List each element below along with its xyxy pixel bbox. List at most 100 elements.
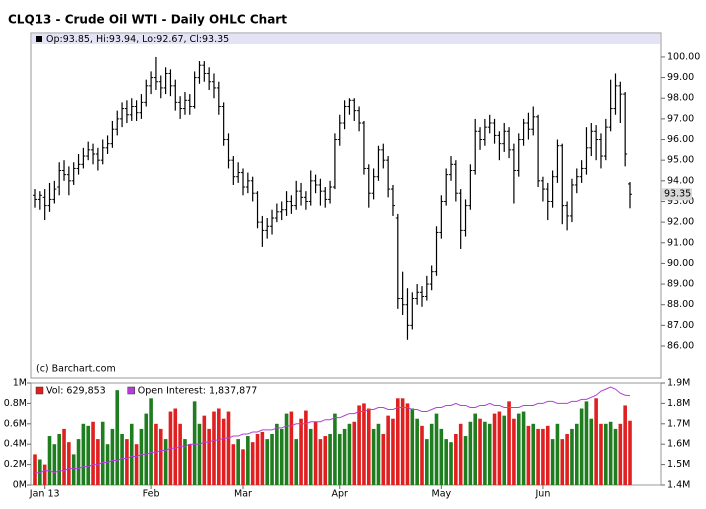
volume-bar [512, 418, 516, 485]
volume-bar [217, 408, 221, 485]
volume-bar [105, 444, 110, 485]
volume-bar [429, 423, 434, 485]
volume-bar [284, 413, 289, 485]
y2-tick-label: 1.6M [667, 439, 690, 450]
y2-tick-label: 1.7M [667, 418, 690, 429]
volume-bar [76, 439, 81, 485]
volume-bar [33, 454, 37, 485]
volume-bar [299, 418, 303, 485]
volume-bar [42, 464, 47, 485]
y2-tick-label: 1.4M [667, 480, 690, 491]
volume-bar [207, 428, 211, 485]
volume-bar [400, 398, 405, 485]
volume-bar [371, 428, 376, 485]
volume-bar [599, 423, 603, 485]
y-tick-label: 89.00 [667, 279, 694, 290]
volume-bar [526, 425, 531, 485]
volume-bar [47, 436, 52, 485]
volume-bar [231, 444, 236, 485]
volume-bar [197, 423, 202, 485]
volume-bar [154, 423, 158, 485]
volume-bar [584, 401, 589, 485]
volume-bar [71, 454, 76, 485]
volume-bar [425, 439, 429, 485]
volume-bar [313, 421, 318, 485]
ohlc-header: Op:93.85, Hi:93.94, Lo:92.67, Cl:93.35 [46, 34, 229, 45]
volume-bar [604, 423, 608, 485]
y-tick-label: 93.00 [667, 196, 694, 207]
volume-bar [439, 428, 444, 485]
volume-bar [405, 403, 410, 485]
volume-bar [96, 439, 100, 485]
volume-bar [468, 421, 473, 485]
volume-bar [420, 425, 424, 485]
y-tick-label: 0.4M [4, 439, 27, 450]
volume-bar [623, 405, 627, 485]
volume-bar [144, 413, 149, 485]
volume-bar [62, 428, 66, 485]
volume-bar [396, 398, 400, 485]
volume-bar [507, 401, 511, 485]
legend-swatch [35, 386, 44, 395]
volume-bar [362, 403, 366, 485]
volume-bar [497, 411, 502, 485]
volume-bar [115, 390, 120, 485]
volume-bar [120, 434, 124, 485]
volume-bar [333, 413, 337, 485]
volume-bar [618, 423, 623, 485]
volume-bar [458, 423, 463, 485]
volume-bar [550, 439, 555, 485]
y2-tick-label: 1.8M [667, 398, 690, 409]
y-tick-label: 0.8M [4, 398, 27, 409]
volume-bar [129, 423, 134, 485]
y-tick-label: 99.00 [667, 72, 694, 83]
y-tick-label: 97.00 [667, 113, 694, 124]
y-tick-label: 90.00 [667, 258, 694, 269]
volume-bar [86, 425, 91, 485]
volume-bar [347, 423, 352, 485]
volume-bar [570, 428, 574, 485]
volume-bar [241, 449, 245, 485]
volume-bar [318, 439, 323, 485]
volume-bar [226, 411, 231, 485]
volume-bar [434, 413, 439, 485]
volume-bar [294, 439, 299, 485]
volume-bar [352, 421, 357, 485]
volume-bar [381, 434, 386, 485]
volume-bar [81, 423, 86, 485]
y-tick-label: 0.2M [4, 459, 27, 470]
volume-bar [178, 423, 182, 485]
volume-bar [521, 411, 526, 485]
volume-bar [158, 428, 163, 485]
volume-bar [386, 415, 390, 485]
volume-bar [579, 408, 584, 485]
price-panel [30, 32, 662, 379]
volume-bar [110, 428, 115, 485]
x-tick-label: Mar [234, 489, 252, 500]
y-tick-label: 87.00 [667, 320, 694, 331]
volume-bar [478, 418, 482, 485]
volume-bar [125, 439, 129, 485]
volume-bar [454, 434, 458, 485]
volume-bar [594, 398, 598, 485]
open-interest-line [35, 386, 631, 474]
volume-bar [357, 405, 361, 485]
volume-bar [91, 421, 95, 485]
volume-bar [516, 413, 521, 485]
volume-bar [304, 410, 308, 485]
credit: (c) Barchart.com [36, 364, 116, 375]
volume-bar [337, 434, 342, 485]
volume-bar [52, 444, 57, 485]
volume-bar [492, 413, 497, 485]
volume-bar [246, 436, 250, 485]
volume-bar [265, 439, 269, 485]
volume-bar [187, 444, 192, 485]
volume-bar [410, 408, 415, 485]
volume-bar [221, 418, 226, 485]
volume-bar [342, 428, 347, 485]
volume-bar [444, 439, 448, 485]
y-tick-label: 95.00 [667, 155, 694, 166]
volume-bar [487, 423, 492, 485]
volume-bar [415, 418, 419, 485]
